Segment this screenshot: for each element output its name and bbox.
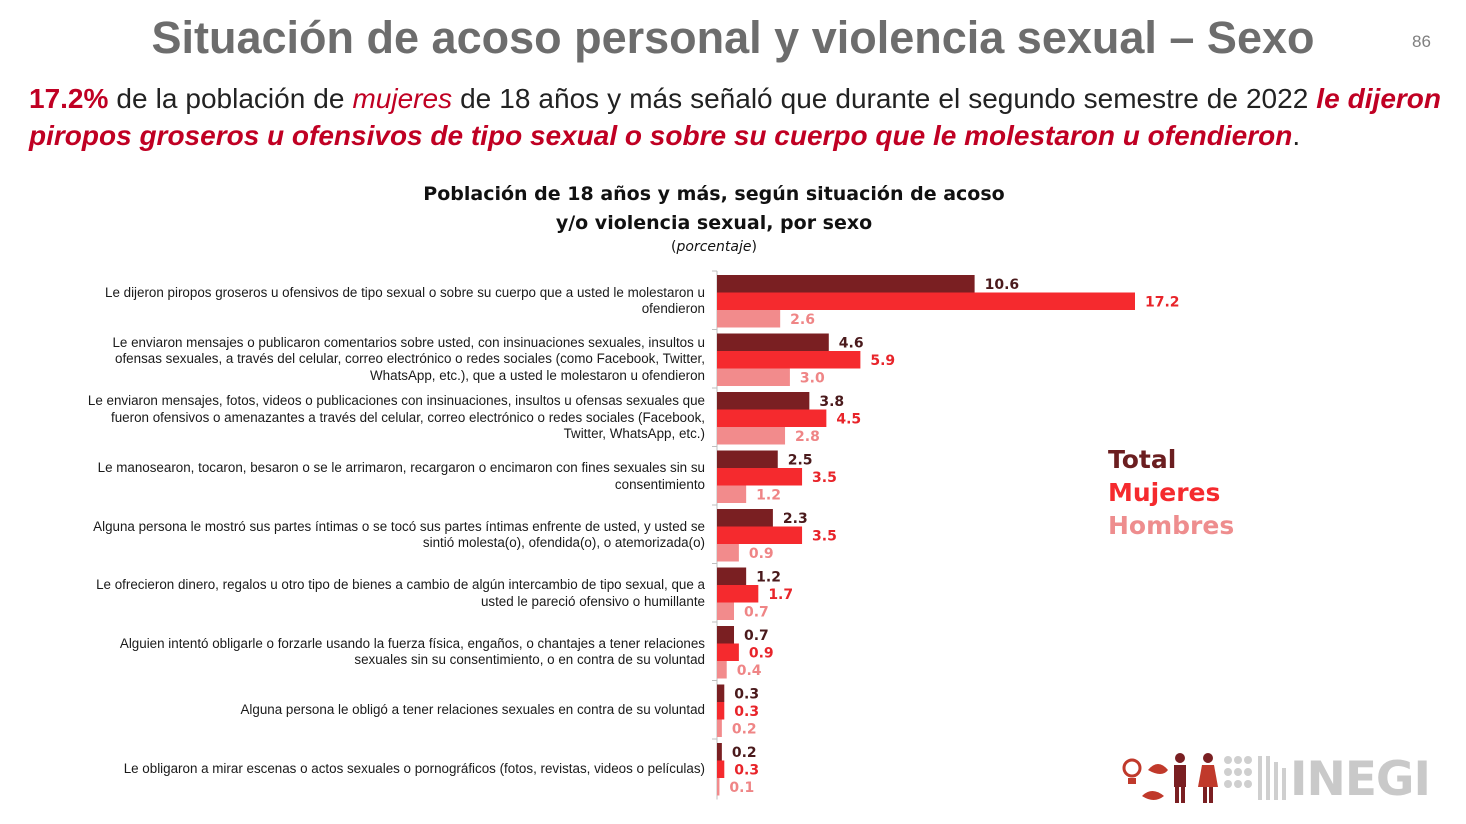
data-label-total-8: 0.2: [732, 745, 757, 761]
data-label-mujeres-6: 0.9: [749, 645, 774, 661]
bar-hombres-6: [717, 661, 727, 679]
data-label-mujeres-4: 3.5: [812, 528, 837, 544]
bar-mujeres-0: [717, 292, 1135, 310]
headline-end: .: [1292, 120, 1301, 151]
data-label-hombres-4: 0.9: [749, 546, 774, 562]
category-label-8: Le obligaron a mirar escenas o actos sex…: [123, 760, 705, 776]
bar-hombres-5: [717, 602, 735, 620]
category-label-0: Le dijeron piropos groseros u ofensivos …: [105, 284, 705, 317]
category-label-5: Le ofrecieron dinero, regalos u otro tip…: [96, 577, 705, 609]
bar-hombres-0: [717, 310, 781, 328]
data-label-total-1: 4.6: [839, 335, 864, 351]
bar-hombres-4: [717, 544, 739, 562]
data-label-mujeres-3: 3.5: [812, 470, 837, 486]
inegi-logo-icon: [1122, 753, 1286, 803]
data-label-hombres-1: 3.0: [800, 370, 825, 386]
chart-subtitle: (porcentaje): [671, 239, 757, 255]
data-label-hombres-5: 0.7: [744, 604, 769, 620]
legend-item-hombres: Hombres: [1108, 511, 1235, 540]
page-number: 86: [1412, 32, 1431, 51]
category-label-6: Alguien intentó obligarle o forzarle usa…: [119, 635, 705, 668]
data-label-total-7: 0.3: [734, 686, 759, 702]
bar-total-8: [717, 743, 722, 761]
bar-hombres-2: [717, 427, 786, 445]
bar-mujeres-4: [717, 526, 803, 544]
data-label-total-6: 0.7: [744, 628, 769, 644]
bar-total-5: [717, 567, 747, 585]
category-label-4: Alguna persona le mostró sus partes ínti…: [93, 518, 705, 551]
bar-total-0: [717, 275, 975, 293]
data-label-hombres-0: 2.6: [790, 312, 815, 328]
legend-item-mujeres: Mujeres: [1108, 478, 1221, 507]
bar-mujeres-8: [717, 760, 725, 778]
headline-percent: 17.2%: [29, 83, 109, 114]
inegi-logo-text: INEGI: [1290, 752, 1431, 807]
bar-hombres-1: [717, 368, 790, 386]
data-label-total-0: 10.6: [985, 277, 1020, 293]
category-label-1: Le enviaron mensajes o publicaron coment…: [112, 334, 705, 383]
bar-mujeres-5: [717, 585, 759, 603]
data-label-hombres-7: 0.2: [732, 721, 757, 737]
legend-item-total: Total: [1108, 445, 1177, 474]
data-label-hombres-3: 1.2: [756, 487, 781, 503]
bar-total-2: [717, 392, 810, 410]
bar-hombres-8: [717, 778, 720, 796]
data-label-total-3: 2.5: [788, 452, 813, 468]
category-label-2: Le enviaron mensajes, fotos, videos o pu…: [87, 393, 705, 442]
data-label-total-2: 3.8: [819, 394, 844, 410]
bar-hombres-3: [717, 485, 747, 503]
data-label-mujeres-0: 17.2: [1145, 294, 1180, 310]
bar-mujeres-1: [717, 351, 861, 369]
data-label-mujeres-5: 1.7: [768, 587, 793, 603]
data-label-total-5: 1.2: [756, 569, 781, 585]
data-label-mujeres-7: 0.3: [734, 704, 759, 720]
data-label-mujeres-8: 0.3: [734, 762, 759, 778]
data-label-hombres-6: 0.4: [737, 663, 762, 679]
bar-mujeres-6: [717, 643, 739, 661]
headline-text-2: de 18 años y más señaló que durante el s…: [452, 83, 1317, 114]
bar-total-3: [717, 450, 778, 468]
headline-text-1: de la población de: [108, 83, 353, 114]
data-label-hombres-8: 0.1: [729, 780, 754, 796]
bar-total-1: [717, 333, 829, 351]
data-label-hombres-2: 2.8: [795, 429, 820, 445]
headline-women: mujeres: [352, 83, 453, 114]
bar-mujeres-7: [717, 702, 725, 720]
category-label-7: Alguna persona le obligó a tener relacio…: [240, 702, 705, 718]
bar-mujeres-2: [717, 409, 827, 427]
bar-total-7: [717, 684, 725, 702]
data-label-total-4: 2.3: [783, 511, 808, 527]
bar-total-4: [717, 509, 773, 527]
chart-subtitle-text: porcentaje: [676, 239, 752, 255]
headline-emphasis: le dijeron piropos groseros u ofensivos …: [29, 83, 1442, 151]
chart-legend: Total Mujeres Hombres: [1108, 443, 1234, 542]
slide-title: Situación de acoso personal y violencia …: [151, 12, 1315, 63]
bar-hombres-7: [717, 719, 722, 737]
chart-title: Población de 18 años y más, según situac…: [423, 183, 1005, 234]
data-label-mujeres-2: 4.5: [836, 411, 861, 427]
data-label-mujeres-1: 5.9: [870, 353, 895, 369]
headline: 17.2% de la población de mujeres de 18 a…: [29, 80, 1441, 154]
category-label-3: Le manosearon, tocaron, besaron o se le …: [97, 460, 705, 492]
bar-mujeres-3: [717, 468, 803, 486]
bar-total-6: [717, 626, 735, 644]
